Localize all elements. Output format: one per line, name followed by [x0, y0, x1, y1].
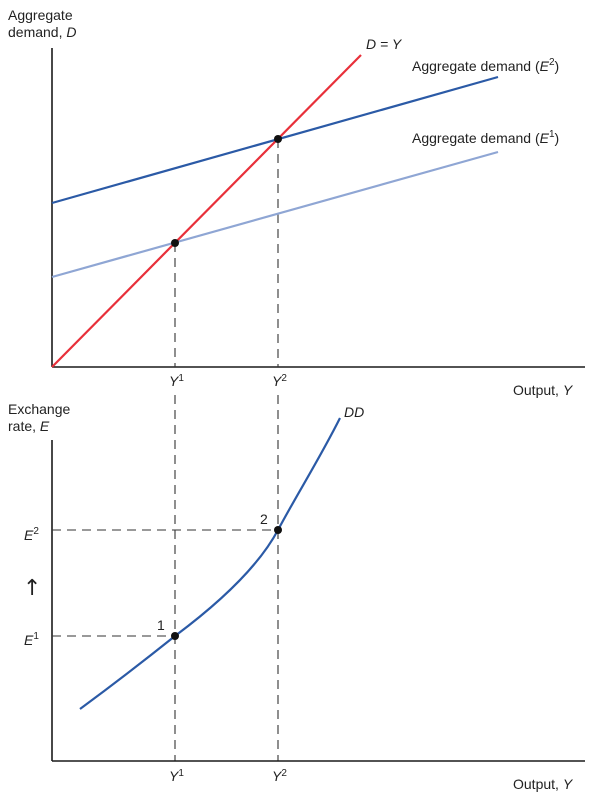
bottom-x-axis-label-text: Output,	[513, 776, 563, 792]
bottom-point-1	[171, 632, 179, 640]
top-y-axis-label: Aggregate demand, D	[8, 7, 77, 40]
bottom-tick-y2-sup: 2	[281, 768, 287, 779]
bottom-tick-y1-var: Y	[169, 768, 180, 784]
top-tick-y1: Y1	[169, 373, 184, 389]
bottom-panel: Exchange rate, E Output, Y DD 1 2 E2 E1 …	[8, 401, 585, 792]
top-tick-y2: Y2	[272, 373, 287, 389]
bottom-y-axis-label-line1: Exchange	[8, 401, 70, 417]
ad-e1-label-sup: 1	[549, 129, 555, 140]
top-x-axis-label: Output, Y	[513, 382, 574, 398]
bottom-tick-e1-sup: 1	[33, 631, 39, 642]
ad-e1-label-close: )	[555, 130, 560, 146]
top-equilibrium-point-1	[171, 239, 179, 247]
line-45-degree	[51, 54, 362, 368]
bottom-tick-y2-var: Y	[272, 768, 283, 784]
ad-e1-label-text: Aggregate demand (	[412, 130, 540, 146]
line-45-label: D = Y	[366, 36, 403, 52]
top-tick-y1-var: Y	[169, 373, 180, 389]
ad-e1-line	[51, 150, 499, 279]
bottom-tick-e2-sup: 2	[33, 526, 39, 537]
ad-e2-label-text: Aggregate demand (	[412, 58, 540, 74]
top-y-axis-label-line1: Aggregate	[8, 7, 73, 23]
bottom-y-axis-label-var: E	[40, 418, 50, 434]
bottom-x-axis-label: Output, Y	[513, 776, 574, 792]
bottom-point-2-label: 2	[260, 511, 268, 527]
bottom-tick-e1: E1	[24, 631, 39, 648]
top-y-axis-label-line2: demand,	[8, 24, 66, 40]
bottom-y-axis-label-line2: rate,	[8, 418, 40, 434]
top-tick-y2-var: Y	[272, 373, 283, 389]
bottom-point-2	[274, 526, 282, 534]
ad-e2-label-sup: 2	[549, 57, 555, 68]
bottom-tick-y1: Y1	[169, 768, 184, 784]
panel-connectors	[174, 395, 279, 761]
ad-e1-label-var: E	[540, 130, 550, 146]
bottom-y-axis-label: Exchange rate, E	[8, 401, 74, 434]
ad-e2-label-close: )	[555, 58, 560, 74]
top-x-axis-label-var: Y	[563, 382, 574, 398]
top-tick-y1-sup: 1	[178, 373, 184, 384]
top-y-axis-label-var: D	[66, 24, 76, 40]
bottom-tick-e2: E2	[24, 526, 39, 543]
bottom-tick-e2-var: E	[24, 527, 34, 543]
dd-curve-label: DD	[344, 404, 364, 420]
ad-e1-label: Aggregate demand (E1)	[412, 129, 559, 146]
bottom-tick-e1-var: E	[24, 632, 34, 648]
bottom-point-1-label: 1	[157, 617, 165, 633]
upward-arrow-icon: ↑	[23, 576, 41, 601]
bottom-tick-y2: Y2	[272, 768, 287, 784]
top-panel: Aggregate demand, D Output, Y D = Y Aggr…	[8, 7, 585, 398]
ad-e2-label: Aggregate demand (E2)	[412, 57, 559, 74]
top-x-axis-label-text: Output,	[513, 382, 563, 398]
ad-e2-label-var: E	[540, 58, 550, 74]
bottom-x-axis-label-var: Y	[563, 776, 574, 792]
top-equilibrium-point-2	[274, 135, 282, 143]
dd-curve	[79, 417, 341, 710]
bottom-tick-y1-sup: 1	[178, 768, 184, 779]
top-tick-y2-sup: 2	[281, 373, 287, 384]
